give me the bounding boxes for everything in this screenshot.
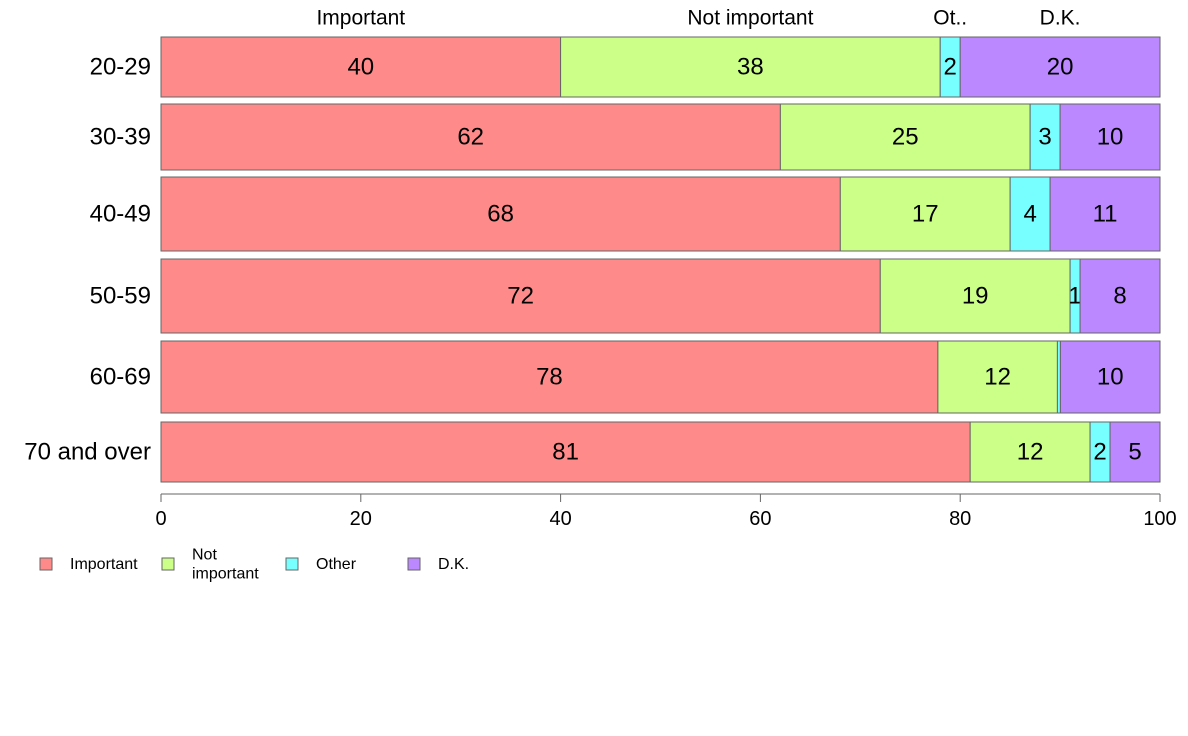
bar-segment — [160, 258, 881, 334]
bar-segment — [1079, 258, 1161, 334]
data-label: 25 — [892, 124, 919, 151]
category-label: 60-69 — [90, 364, 151, 391]
top-series-label: D.K. — [1040, 7, 1081, 30]
category-label: 30-39 — [90, 124, 151, 151]
bar-segment — [937, 340, 1058, 414]
top-series-labels: Important Not important Ot.. D.K. — [316, 7, 1080, 30]
data-label: 1 — [1068, 283, 1081, 310]
data-label: 20 — [1047, 54, 1074, 81]
bar-segment — [959, 36, 1161, 98]
category-labels: 20-29 30-39 40-49 50-59 60-69 70 and over — [24, 54, 151, 466]
x-tick-label: 60 — [749, 508, 771, 530]
data-label: 62 — [457, 124, 484, 151]
data-label: 38 — [737, 54, 764, 81]
bar-segment — [160, 340, 939, 414]
data-label: 2 — [1093, 439, 1106, 466]
data-label: 11 — [1093, 201, 1118, 228]
data-label: 81 — [552, 439, 579, 466]
legend-swatch — [285, 557, 299, 571]
category-label: 20-29 — [90, 54, 151, 81]
bar-segment — [160, 176, 841, 252]
bar-segment — [779, 103, 1031, 171]
data-label: 68 — [487, 201, 514, 228]
data-label: 10 — [1097, 364, 1124, 391]
data-label: 12 — [1017, 439, 1044, 466]
top-series-label: Ot.. — [933, 7, 967, 30]
data-label: 40 — [347, 54, 374, 81]
bar-segment — [1009, 176, 1051, 252]
data-label: 17 — [912, 201, 939, 228]
legend-swatch — [39, 557, 53, 571]
top-series-label: Important — [316, 7, 405, 30]
data-label: 78 — [536, 364, 563, 391]
data-label: 8 — [1113, 283, 1126, 310]
legend-label: D.K. — [438, 556, 469, 573]
x-axis: 0 20 40 60 80 100 — [155, 493, 1177, 530]
bar-segment — [160, 36, 562, 98]
category-label: 50-59 — [90, 283, 151, 310]
data-label: 2 — [944, 54, 957, 81]
x-tick-label: 0 — [155, 508, 166, 530]
top-series-label: Not important — [687, 7, 813, 30]
x-tick-label: 40 — [549, 508, 571, 530]
bar-segment — [839, 176, 1011, 252]
bar-segment — [1049, 176, 1161, 252]
bar-segment — [160, 421, 971, 483]
data-label: 72 — [507, 283, 534, 310]
data-label: 19 — [962, 283, 989, 310]
legend: Important Not important Other D.K. — [39, 546, 469, 582]
bar-segment — [160, 103, 781, 171]
bar-segment — [879, 258, 1071, 334]
bar-segment — [1029, 103, 1061, 171]
data-label: 12 — [984, 364, 1011, 391]
bar-segment — [560, 36, 941, 98]
data-label: 3 — [1038, 124, 1051, 151]
bar-segment — [1109, 421, 1161, 483]
bar-segment — [1059, 340, 1161, 414]
legend-label: Not important — [192, 546, 259, 582]
bar-segment — [969, 421, 1091, 483]
x-tick-label: 100 — [1143, 508, 1176, 530]
legend-swatch — [407, 557, 421, 571]
data-label: 5 — [1128, 439, 1141, 466]
category-label: 40-49 — [90, 201, 151, 228]
data-label: 4 — [1023, 201, 1036, 228]
x-tick-label: 80 — [949, 508, 971, 530]
legend-label: Other — [316, 556, 357, 573]
category-label: 70 and over — [24, 439, 151, 466]
x-tick-label: 20 — [350, 508, 372, 530]
bar-segment — [1059, 103, 1161, 171]
data-label: 10 — [1097, 124, 1124, 151]
legend-label: Important — [70, 556, 138, 573]
legend-swatch — [161, 557, 175, 571]
